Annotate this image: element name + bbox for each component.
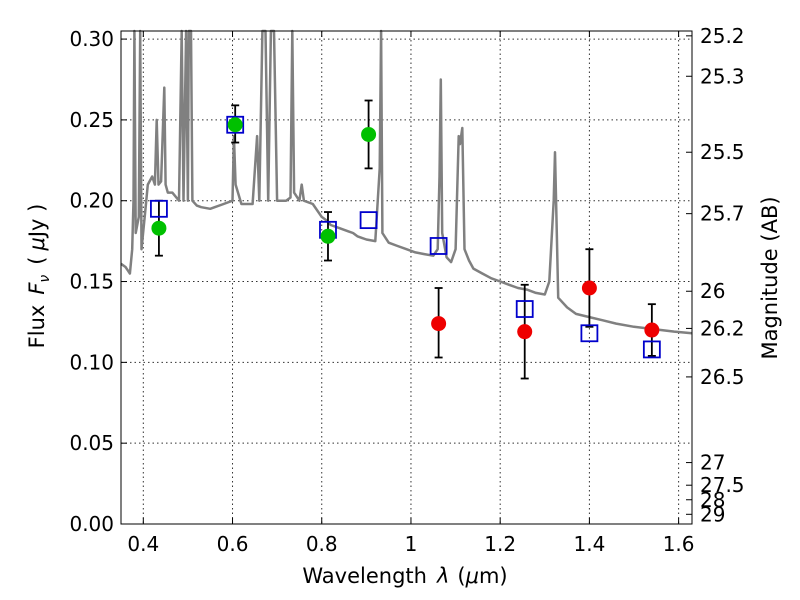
y2-tick-label: 25.2 — [700, 24, 745, 48]
x-axis-title-unit-rest: m) — [479, 564, 508, 588]
tick-layer: 0.4 0.6 0.8 1 1.2 1.4 1.6 0.00 0.05 0.10 0.15 0.20 0… — [69, 24, 744, 556]
y-axis-title: Flux Fν ( μJy ) — [25, 204, 53, 349]
y-axis-title-prefix: Flux — [25, 305, 49, 349]
model-square-marker — [642, 340, 661, 359]
model-square-marker — [150, 199, 168, 218]
y2-tick-label: 29 — [700, 502, 725, 526]
y2-tick-label: 26.2 — [700, 316, 745, 340]
x-tick-label: 1 — [405, 532, 418, 556]
x-tick-label: 1.4 — [573, 532, 605, 556]
x-axis-title-symbol: λ — [436, 564, 449, 588]
y2-tick-label: 25.5 — [700, 140, 745, 164]
y-tick-label: 0.25 — [69, 108, 114, 132]
data-point-marker — [644, 322, 660, 338]
data-point-marker — [581, 280, 597, 296]
y2-tick-label: 27.5 — [700, 473, 745, 497]
model-square-marker — [580, 324, 599, 343]
y2-axis-title: Magnitude (AB) — [758, 196, 782, 359]
y2-tick-label: 27 — [700, 451, 725, 475]
spectrum-line — [120, 29, 693, 335]
x-tick-label: 1.6 — [663, 532, 695, 556]
y-axis-title-unit-mu: μ — [25, 237, 49, 251]
y-axis-title-unit-rest: Jy ) — [25, 204, 49, 240]
series-layer — [120, 29, 693, 380]
y-tick-label: 0.10 — [69, 350, 114, 374]
y2-tick-label: 26 — [700, 279, 725, 303]
x-axis-title: Wavelength λ (μm) — [302, 564, 507, 588]
data-point-marker — [431, 316, 447, 332]
y-axis-title-symbol: F — [25, 282, 49, 295]
x-tick-label: 1.2 — [484, 532, 516, 556]
model-square-marker — [515, 300, 534, 318]
model-square-marker — [429, 237, 448, 255]
y2-tick-label: 25.3 — [700, 64, 745, 88]
data-point-marker — [151, 220, 167, 236]
model-square-marker — [359, 211, 378, 230]
y-tick-label: 0.05 — [69, 431, 114, 455]
data-point-marker — [320, 228, 336, 244]
plot-frame — [120, 30, 693, 525]
x-axis-title-unit-mu: μ — [465, 564, 479, 588]
y-tick-label: 0.30 — [69, 27, 114, 51]
data-point-marker — [361, 126, 377, 142]
model-square-marker — [226, 115, 245, 134]
grid-layer — [121, 31, 692, 525]
x-tick-label: 0.4 — [127, 532, 159, 556]
y-tick-label: 0.20 — [69, 189, 114, 213]
y-axis-title-unit-open: ( — [25, 257, 49, 265]
y2-tick-label: 28 — [700, 488, 725, 512]
data-point-marker — [517, 324, 533, 340]
y2-tick-label: 25.7 — [700, 202, 745, 226]
y-axis-title-subscript: ν — [37, 275, 53, 283]
x-tick-label: 0.8 — [306, 532, 338, 556]
y2-tick-label: 26.5 — [700, 365, 745, 389]
y-tick-label: 0.00 — [69, 512, 114, 536]
y-tick-label: 0.15 — [69, 270, 114, 294]
x-axis-title-prefix: Wavelength — [302, 564, 427, 588]
data-point-marker — [227, 117, 243, 133]
x-tick-label: 0.6 — [217, 532, 249, 556]
x-axis-title-unit-open: ( — [457, 564, 465, 588]
